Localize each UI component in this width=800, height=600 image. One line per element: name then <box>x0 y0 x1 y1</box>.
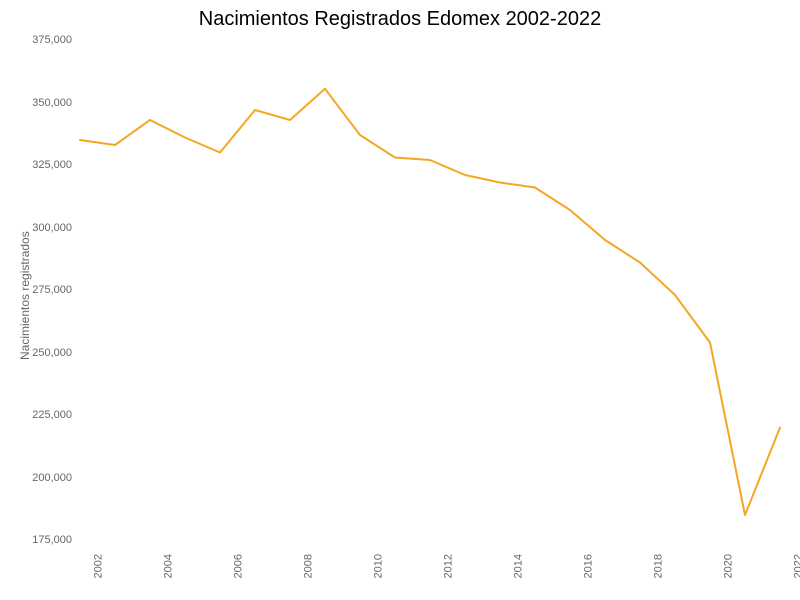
x-tick-label: 2022 <box>792 554 800 578</box>
x-tick-label: 2006 <box>232 554 244 578</box>
y-tick-label: 350,000 <box>32 97 72 109</box>
y-tick-label: 225,000 <box>32 409 72 421</box>
x-tick-label: 2002 <box>92 554 104 578</box>
y-tick-label: 275,000 <box>32 284 72 296</box>
y-tick-label: 375,000 <box>32 34 72 46</box>
chart-container: Nacimientos Registrados Edomex 2002-2022… <box>0 0 800 600</box>
x-tick-label: 2008 <box>302 554 314 578</box>
x-tick-label: 2016 <box>582 554 594 578</box>
y-tick-label: 250,000 <box>32 347 72 359</box>
y-tick-label: 200,000 <box>32 472 72 484</box>
x-tick-label: 2014 <box>512 554 524 578</box>
y-tick-label: 325,000 <box>32 159 72 171</box>
x-tick-label: 2018 <box>652 554 664 578</box>
x-tick-label: 2004 <box>162 554 174 578</box>
x-tick-label: 2020 <box>722 554 734 578</box>
y-tick-label: 300,000 <box>32 222 72 234</box>
chart-svg <box>0 0 800 600</box>
x-tick-label: 2012 <box>442 554 454 578</box>
data-line <box>80 89 780 515</box>
y-tick-label: 175,000 <box>32 534 72 546</box>
x-tick-label: 2010 <box>372 554 384 578</box>
